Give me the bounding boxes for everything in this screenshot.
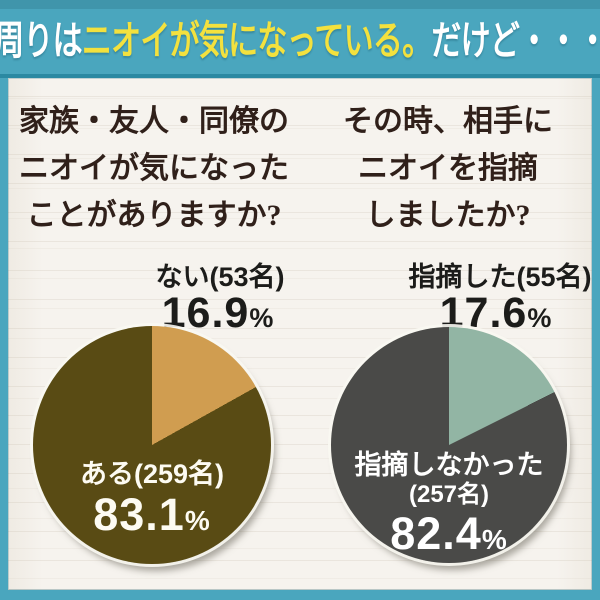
banner-text-plain-2: だけど・・・ xyxy=(430,19,600,63)
callout-value-right: 17.6% xyxy=(366,291,600,340)
question-right-line2: ニオイを指摘 xyxy=(358,152,538,185)
banner-divider xyxy=(0,74,600,78)
callout-label-right: 指摘した(55名) xyxy=(408,262,592,292)
pie-right-major-label-line2: (257名) xyxy=(408,481,490,509)
question-left: 家族・友人・同僚の ニオイが気になった ことがありますか? xyxy=(10,98,298,239)
question-right-line1: その時、相手に xyxy=(343,105,553,138)
question-right-line3: しましたか? xyxy=(365,199,531,232)
pie-right-major-value-number: 82.4 xyxy=(390,507,482,559)
pie-chart-left: ある(259名) 83.1% xyxy=(33,326,271,564)
callout-value-left: 16.9% xyxy=(88,291,348,340)
pie-left-percent-sign: % xyxy=(184,505,211,537)
pie-chart-right: 指摘しなかった (257名) 82.4% xyxy=(331,327,567,563)
callout-value-right-percent-sign: % xyxy=(527,303,553,333)
banner-text-plain-1: 周りは xyxy=(0,19,82,63)
pie-right-major-label-line1: 指摘しなかった xyxy=(354,450,544,480)
pie-right-major-value: 82.4% xyxy=(331,507,567,559)
pie-right-percent-sign: % xyxy=(481,523,508,555)
pie-right-inner-text: 指摘しなかった (257名) 82.4% xyxy=(331,451,567,557)
pie-left-major-value-number: 83.1 xyxy=(93,489,185,541)
callout-label-left: ない(53名) xyxy=(155,262,285,292)
pie-left-major-value: 83.1% xyxy=(33,491,271,538)
pie-left-major-label: ある(259名) xyxy=(79,459,225,489)
banner-headline: 周りはニオイが気になっている。だけど・・・ xyxy=(0,8,600,66)
question-left-line3: ことがありますか? xyxy=(26,199,282,232)
pie-left-inner-text: ある(259名) 83.1% xyxy=(33,460,271,539)
callout-value-left-percent-sign: % xyxy=(249,303,275,333)
question-left-line1: 家族・友人・同僚の xyxy=(19,105,289,138)
banner-text-highlight: ニオイが気になっている。 xyxy=(81,19,431,63)
question-right: その時、相手に ニオイを指摘 しましたか? xyxy=(304,98,592,239)
header-banner: 周りはニオイが気になっている。だけど・・・ xyxy=(0,0,600,74)
question-left-line2: ニオイが気になった xyxy=(19,152,289,185)
